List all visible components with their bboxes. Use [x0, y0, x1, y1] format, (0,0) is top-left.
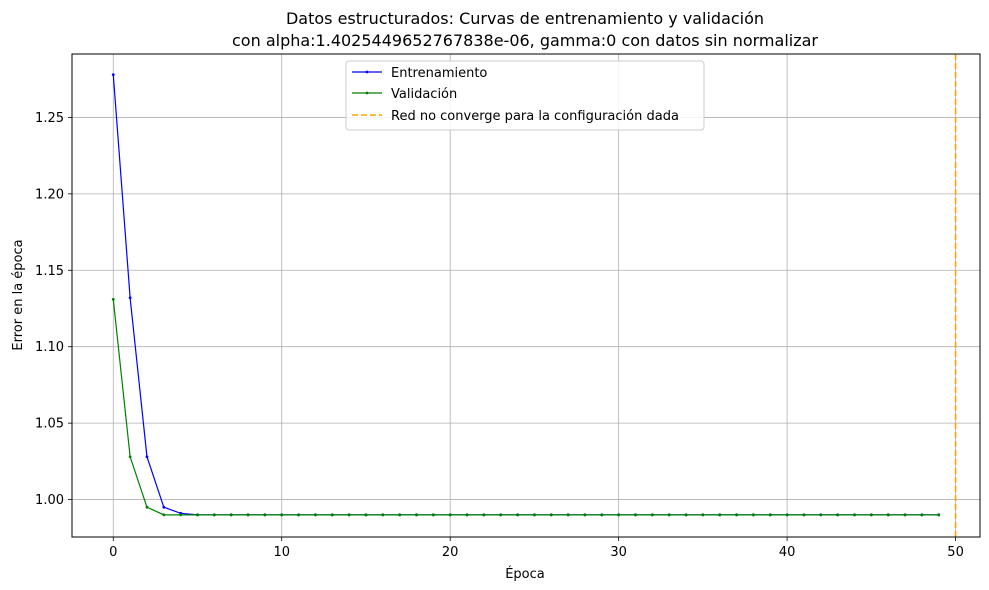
data-point — [684, 513, 688, 517]
x-axis-ticks: 0 10 20 30 40 50 — [109, 537, 964, 560]
data-point — [431, 513, 435, 517]
series-line — [112, 74, 939, 516]
legend-box — [345, 60, 705, 131]
data-point — [111, 73, 115, 77]
x-tick-label: 20 — [442, 545, 459, 560]
data-point — [364, 513, 368, 517]
data-point — [330, 513, 334, 517]
data-point — [128, 296, 132, 300]
data-point — [533, 513, 536, 517]
data-point — [600, 513, 604, 517]
data-point — [768, 513, 772, 517]
y-axis-ticks: 1.00 1.05 1.10 1.15 1.20 1.25 — [35, 111, 72, 508]
legend: Entrenamiento Validación Red no converge… — [345, 60, 705, 131]
data-point — [634, 513, 637, 517]
data-point — [145, 505, 149, 509]
data-point — [650, 513, 654, 517]
x-axis-label: Época — [505, 566, 545, 582]
y-tick-label: 1.25 — [35, 111, 64, 126]
chart-title-line2: con alpha:1.4025449652767838e-06, gamma:… — [232, 31, 818, 50]
data-point — [718, 513, 722, 517]
data-point — [583, 513, 587, 517]
data-point — [566, 513, 570, 517]
data-point — [381, 513, 385, 517]
y-tick-label: 1.15 — [35, 264, 64, 279]
plot-frame — [71, 53, 981, 538]
data-point — [145, 455, 149, 459]
data-point — [415, 513, 418, 517]
series-validacion — [111, 297, 941, 517]
data-point — [280, 513, 284, 517]
data-point — [869, 513, 873, 517]
data-point — [398, 513, 402, 517]
data-point — [920, 513, 924, 517]
data-point — [516, 513, 519, 517]
legend-marker-validacion — [365, 91, 369, 95]
data-point — [465, 513, 469, 517]
data-point — [246, 513, 250, 517]
x-tick-label: 0 — [109, 545, 117, 560]
data-point — [314, 513, 317, 517]
x-tick-label: 30 — [610, 545, 627, 560]
data-point — [752, 513, 755, 517]
y-tick-label: 1.00 — [35, 493, 64, 508]
legend-marker-entrenamiento — [365, 70, 369, 74]
x-tick-label: 50 — [947, 545, 964, 560]
series-line — [112, 299, 939, 516]
data-point — [482, 513, 486, 517]
grid — [72, 54, 980, 537]
data-point — [836, 513, 840, 517]
y-axis-label: Error en la época — [11, 239, 26, 350]
chart-title-line1: Datos estructurados: Curvas de entrenami… — [286, 9, 764, 28]
data-point — [162, 513, 166, 517]
y-tick-label: 1.20 — [35, 187, 64, 202]
legend-label-no-converge: Red no converge para la configuración da… — [391, 109, 679, 124]
data-point — [229, 513, 233, 517]
data-point — [617, 513, 621, 517]
data-point — [179, 513, 183, 517]
series-layer — [111, 73, 941, 517]
data-point — [448, 513, 452, 517]
data-point — [128, 455, 132, 459]
legend-label-entrenamiento: Entrenamiento — [391, 66, 487, 81]
x-tick-label: 40 — [779, 545, 796, 560]
data-point — [785, 513, 789, 517]
data-point — [701, 513, 705, 517]
data-point — [162, 505, 166, 509]
data-point — [111, 297, 115, 301]
data-point — [937, 513, 941, 517]
data-point — [196, 513, 199, 517]
data-point — [263, 513, 267, 517]
data-point — [549, 513, 553, 517]
data-point — [347, 513, 351, 517]
legend-label-validacion: Validación — [391, 87, 457, 102]
data-point — [903, 513, 907, 517]
y-tick-label: 1.05 — [35, 417, 64, 432]
data-point — [819, 513, 823, 517]
series-entrenamiento — [111, 73, 941, 517]
data-point — [735, 513, 738, 517]
data-point — [853, 513, 856, 517]
data-point — [499, 513, 503, 517]
data-point — [886, 513, 890, 517]
data-point — [802, 513, 806, 517]
y-tick-label: 1.10 — [35, 340, 64, 355]
data-point — [297, 513, 300, 517]
data-point — [212, 513, 216, 517]
x-tick-label: 10 — [273, 545, 290, 560]
data-point — [667, 513, 671, 517]
